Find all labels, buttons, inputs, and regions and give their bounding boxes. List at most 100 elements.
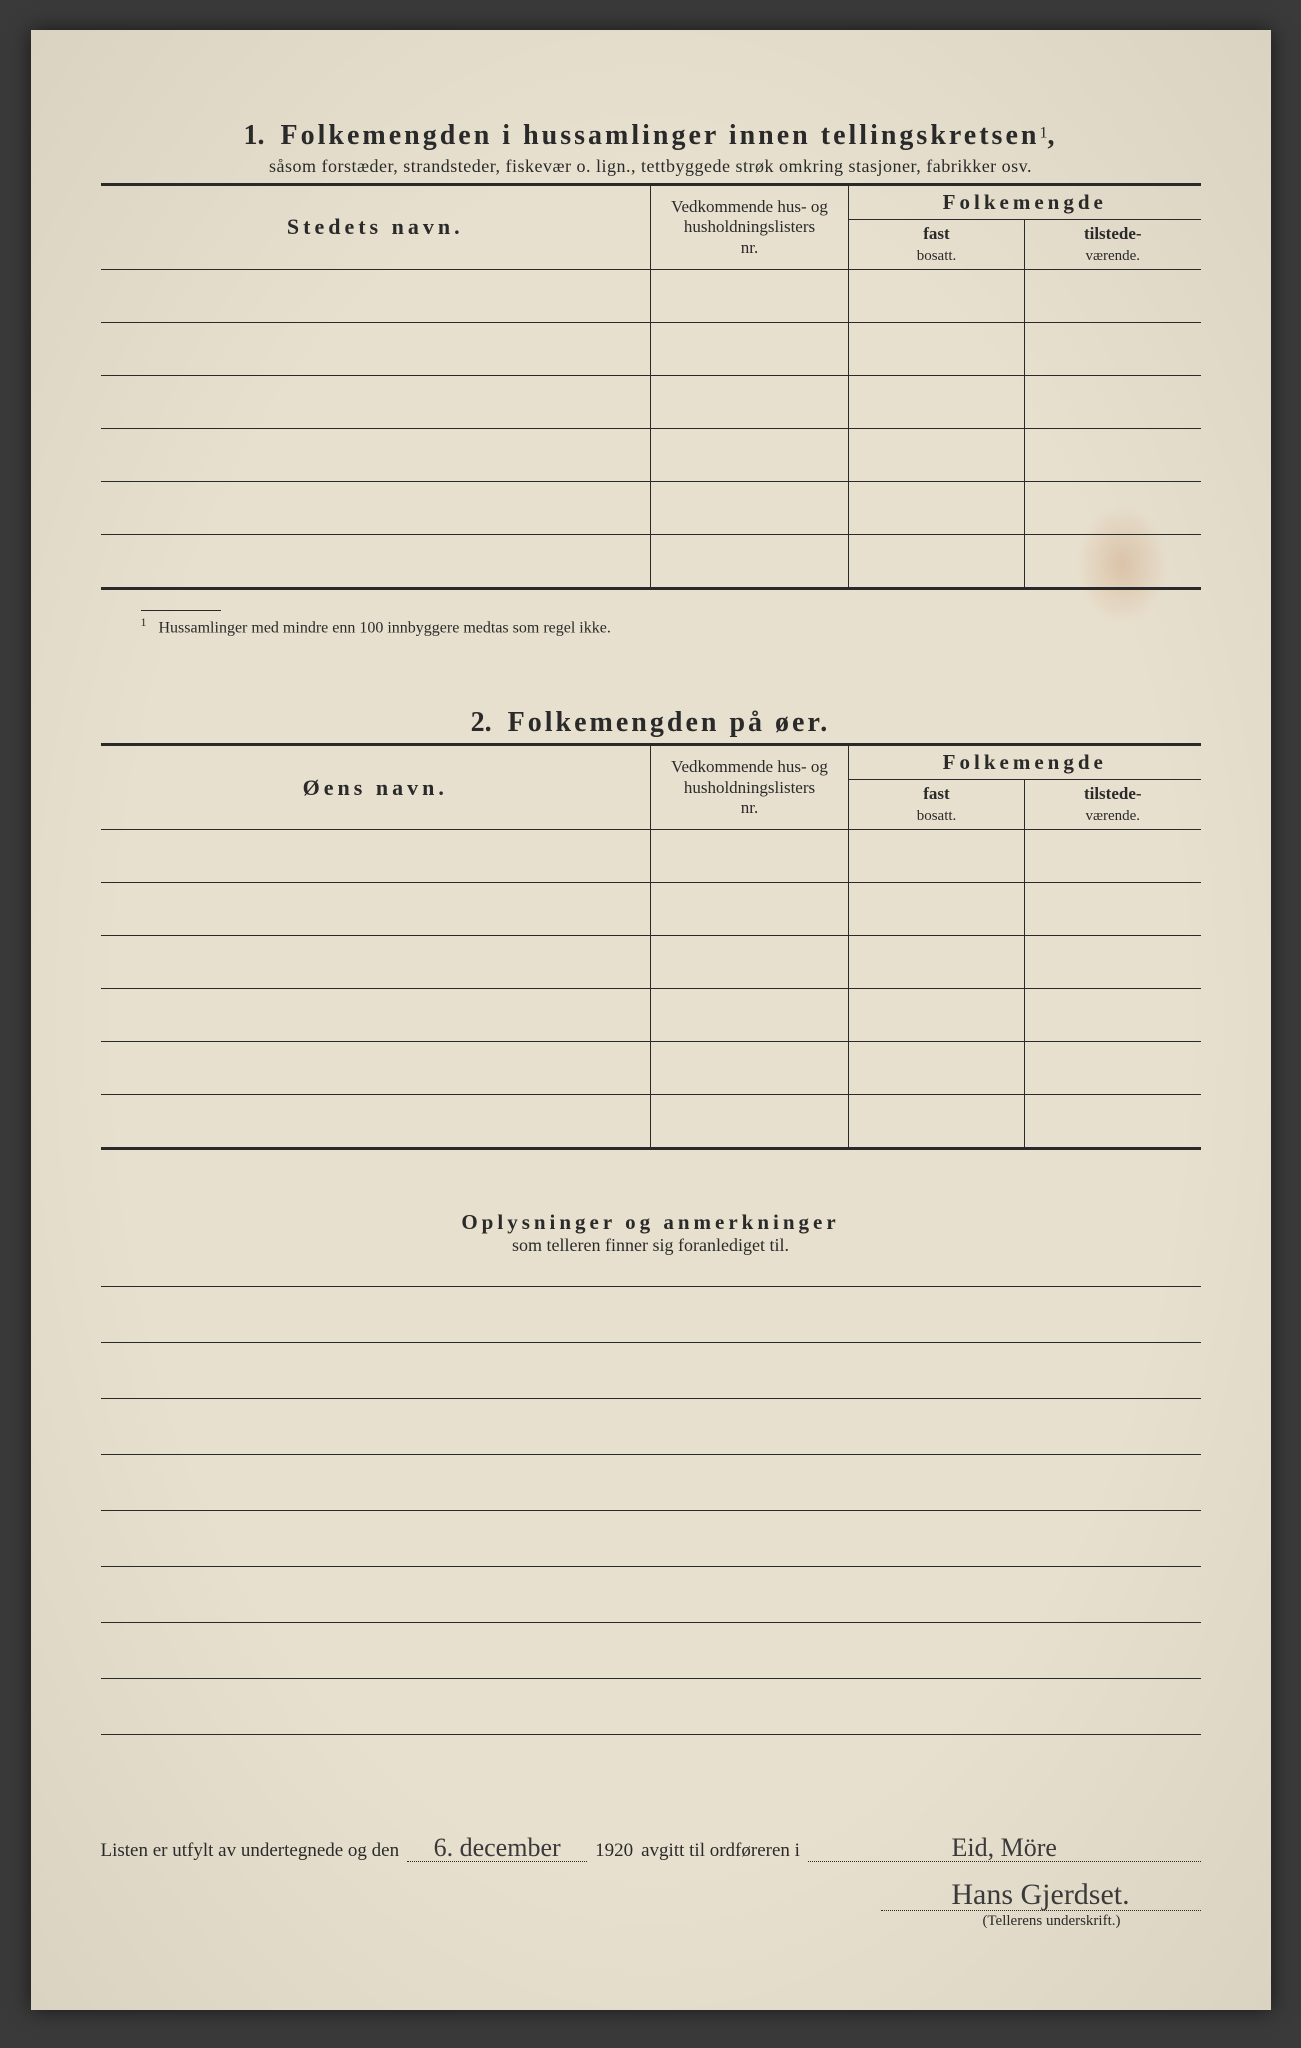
footnote-marker: 1 [141, 615, 147, 629]
table-cell [849, 883, 1025, 936]
table-row [101, 1095, 1201, 1149]
signature-mid: avgitt til ordføreren i [641, 1840, 800, 1862]
table-cell [849, 1095, 1025, 1149]
table-cell [1025, 269, 1201, 322]
section2-col-fast: fast bosatt. [849, 780, 1025, 830]
table-cell [849, 322, 1025, 375]
table-cell [1025, 534, 1201, 588]
signature-prefix: Listen er utfylt av undertegnede og den [101, 1840, 400, 1862]
table-cell [849, 989, 1025, 1042]
table-row [101, 375, 1201, 428]
oplys-line [101, 1567, 1201, 1623]
table-row [101, 936, 1201, 989]
section1-col-name: Stedets navn. [101, 185, 651, 270]
table-cell [101, 1095, 651, 1149]
section1-col-tilst-l1: tilstede- [1084, 224, 1142, 243]
section1-col-vedk: Vedkommende hus- og husholdningslisters … [651, 185, 849, 270]
table-cell [101, 269, 651, 322]
section1-col-vedk-l1: Vedkommende hus- og [671, 197, 828, 216]
table-cell [101, 830, 651, 883]
section2-title: 2. Folkemengden på øer. [101, 707, 1201, 739]
section2-col-vedk: Vedkommende hus- og husholdningslisters … [651, 745, 849, 830]
table-cell [651, 375, 849, 428]
table-cell [849, 534, 1025, 588]
table-row [101, 534, 1201, 588]
table-cell [849, 481, 1025, 534]
table-cell [101, 883, 651, 936]
table-cell [1025, 428, 1201, 481]
oplys-line [101, 1623, 1201, 1679]
oplys-line [101, 1455, 1201, 1511]
table-cell [651, 428, 849, 481]
table-row [101, 1042, 1201, 1095]
footnote-text: Hussamlinger med mindre enn 100 innbygge… [159, 619, 611, 636]
signature-block: Listen er utfylt av undertegnede og den … [101, 1835, 1201, 1930]
section2-col-vedk-l2: husholdningslisters [684, 778, 815, 797]
oplys-line [101, 1287, 1201, 1343]
table-cell [651, 830, 849, 883]
section1-heading: Folkemengden i hussamlinger innen tellin… [281, 120, 1040, 151]
table-cell [651, 1095, 849, 1149]
document-page: 1. Folkemengden i hussamlinger innen tel… [31, 30, 1271, 2010]
section1-footnote: 1 Hussamlinger med mindre enn 100 innbyg… [141, 615, 1201, 637]
table-cell [101, 1042, 651, 1095]
table-row [101, 883, 1201, 936]
oplys-subtitle: som telleren finner sig foranlediget til… [101, 1235, 1201, 1256]
oplys-line [101, 1399, 1201, 1455]
signature-line: Listen er utfylt av undertegnede og den … [101, 1835, 1201, 1862]
table-cell [1025, 1042, 1201, 1095]
section1-col-folk-label: Folkemengde [943, 190, 1107, 214]
table-cell [651, 936, 849, 989]
section2-heading: Folkemengden på øer. [508, 707, 831, 738]
section2-col-fast-l1: fast [923, 784, 949, 803]
table-row [101, 269, 1201, 322]
table-cell [101, 481, 651, 534]
section1-number: 1. [244, 120, 265, 151]
table-cell [101, 534, 651, 588]
section1-col-fast-l2: bosatt. [917, 248, 957, 264]
table-row [101, 989, 1201, 1042]
section2-col-tilst-l2: værende. [1085, 808, 1140, 824]
table-cell [1025, 830, 1201, 883]
section2-col-vedk-l3: nr. [741, 798, 758, 817]
table-cell [101, 322, 651, 375]
section1-tbody [101, 269, 1201, 588]
oplys-line [101, 1679, 1201, 1735]
table-cell [651, 883, 849, 936]
section1-col-fast-l1: fast [923, 224, 949, 243]
table-cell [101, 428, 651, 481]
section1-subtitle: såsom forstæder, strandsteder, fiskevær … [101, 156, 1201, 177]
table-cell [849, 428, 1025, 481]
table-cell [101, 936, 651, 989]
section2-tbody [101, 830, 1201, 1149]
signature-name: Hans Gjerdset. [881, 1880, 1201, 1911]
table-row [101, 322, 1201, 375]
section2-col-folk-label: Folkemengde [943, 750, 1107, 774]
table-cell [651, 989, 849, 1042]
section2-col-folk: Folkemengde [849, 745, 1201, 780]
table-cell [849, 375, 1025, 428]
table-cell [1025, 375, 1201, 428]
table-cell [651, 322, 849, 375]
table-cell [651, 481, 849, 534]
signature-place: Eid, Möre [808, 1835, 1201, 1862]
section1-col-fast: fast bosatt. [849, 220, 1025, 270]
section2-col-name: Øens navn. [101, 745, 651, 830]
table-row [101, 830, 1201, 883]
table-cell [1025, 481, 1201, 534]
table-cell [849, 830, 1025, 883]
section1-col-folk: Folkemengde [849, 185, 1201, 220]
table-cell [1025, 936, 1201, 989]
oplys-line [101, 1511, 1201, 1567]
oplys-title: Oplysninger og anmerkninger [101, 1210, 1201, 1235]
table-cell [651, 534, 849, 588]
signature-date: 6. december [407, 1835, 587, 1862]
signature-year: 1920 [595, 1840, 633, 1862]
section1-col-tilst: tilstede- værende. [1025, 220, 1201, 270]
section1-col-tilst-l2: værende. [1085, 248, 1140, 264]
footnote-rule [141, 610, 221, 611]
table-cell [849, 269, 1025, 322]
section1-title: 1. Folkemengden i hussamlinger innen tel… [101, 120, 1201, 152]
section2-number: 2. [471, 707, 492, 738]
table-cell [849, 936, 1025, 989]
